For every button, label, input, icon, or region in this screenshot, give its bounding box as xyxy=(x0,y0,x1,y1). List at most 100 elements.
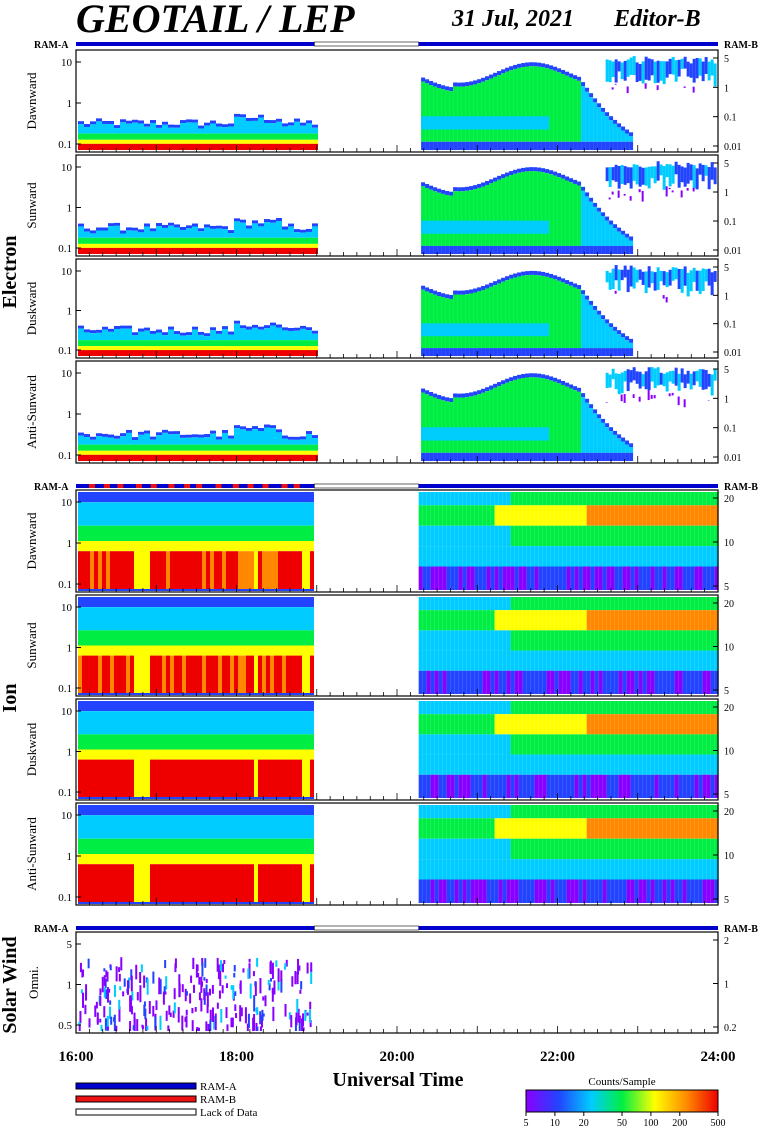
spectrogram-cell xyxy=(86,734,90,750)
spectrogram-cell xyxy=(274,805,278,816)
spectrogram-cell xyxy=(278,711,282,735)
spectrogram-cell xyxy=(266,645,270,656)
spectrogram-cell xyxy=(174,541,178,552)
spectrogram-cell xyxy=(266,749,270,760)
spectrogram-cell xyxy=(96,227,102,231)
spectrogram-cell xyxy=(674,701,679,715)
spectrogram-cell xyxy=(482,566,487,590)
spectrogram-cell xyxy=(690,610,695,631)
spectrogram-cell xyxy=(154,655,158,693)
spectrogram-cell xyxy=(206,815,210,839)
spectrogram-cell xyxy=(422,838,427,860)
spectrogram-cell xyxy=(86,541,90,552)
spectrogram-cell xyxy=(170,492,174,503)
spectrogram-cell xyxy=(134,630,138,646)
spectrogram-cell xyxy=(234,221,240,238)
spectrogram-cell xyxy=(214,711,218,735)
spectrogram-cell xyxy=(276,243,282,248)
spectrogram-cell xyxy=(450,859,455,880)
spectrogram-cell xyxy=(286,630,290,646)
spectrogram-cell xyxy=(609,245,614,254)
spectrogram-cell xyxy=(266,734,270,750)
spectrogram-cell xyxy=(150,247,156,254)
spectrogram-cell xyxy=(454,754,459,775)
spectrogram-cell xyxy=(617,438,622,453)
spectrogram-cell xyxy=(598,525,603,547)
spectrogram-cell xyxy=(593,98,598,103)
spectrogram-cell xyxy=(634,525,639,547)
spectrogram-cell xyxy=(106,838,110,854)
spectrogram-cell xyxy=(505,378,510,383)
spectrogram-cell xyxy=(110,655,114,693)
spectrogram-cell xyxy=(182,734,186,750)
spectrogram-cell xyxy=(593,348,598,356)
spectrogram-cell xyxy=(222,133,228,140)
spectrogram-cell xyxy=(234,589,238,591)
spectrogram-cell xyxy=(469,81,474,86)
spectrogram-cell xyxy=(670,610,675,631)
spectrogram-cell xyxy=(166,759,170,797)
spectrogram-cell xyxy=(192,122,198,134)
spectrogram-cell xyxy=(541,245,546,254)
spectrogram-cell xyxy=(469,186,474,191)
spectrogram-cell xyxy=(629,236,634,241)
spectrogram-cell xyxy=(246,237,252,244)
spectrogram-cell xyxy=(186,734,190,750)
spectrogram-cell xyxy=(457,86,462,142)
spectrogram-cell xyxy=(630,492,635,506)
spectrogram-cell xyxy=(170,902,174,904)
spectrogram-cell xyxy=(609,327,614,349)
spectrogram-cell xyxy=(458,610,463,631)
spectrogram-cell xyxy=(429,189,434,246)
spectrogram-cell xyxy=(288,439,294,445)
spectrogram-cell xyxy=(509,452,514,461)
spectrogram-cell xyxy=(710,774,715,798)
spectrogram-cell xyxy=(537,62,542,67)
spectrogram-cell xyxy=(266,525,270,541)
spectrogram-cell xyxy=(82,655,86,693)
spectrogram-cell xyxy=(610,505,615,526)
spectrogram-cell xyxy=(458,774,463,798)
spectrogram-cell xyxy=(469,427,474,441)
spectrogram-cell xyxy=(130,711,134,735)
spectrogram-cell xyxy=(302,902,306,904)
spectrogram-cell xyxy=(242,734,246,750)
right-tick-label: 0.01 xyxy=(724,453,742,464)
right-tick-label: 5 xyxy=(724,790,729,801)
spectrogram-cell xyxy=(446,838,451,860)
spectrogram-cell xyxy=(558,505,563,526)
spectrogram-cell xyxy=(582,505,587,526)
spectrogram-cell xyxy=(517,378,522,453)
spectrogram-cell xyxy=(98,551,102,589)
spectrogram-cell xyxy=(426,610,431,631)
spectrogram-cell xyxy=(602,859,607,880)
spectrogram-cell xyxy=(132,139,138,144)
spectrogram-cell xyxy=(182,502,186,526)
spectrogram-cell xyxy=(258,492,262,503)
spectrogram-cell xyxy=(623,193,626,196)
spectrogram-cell xyxy=(494,701,499,715)
spectrogram-cell xyxy=(702,610,707,631)
spectrogram-cell xyxy=(542,701,547,715)
spectrogram-cell xyxy=(570,805,575,819)
spectrogram-cell xyxy=(214,541,218,552)
spectrogram-cell xyxy=(445,427,450,441)
spectrogram-cell xyxy=(489,385,494,390)
spectrogram-cell xyxy=(300,340,306,347)
spectrogram-cell xyxy=(310,630,314,646)
spectrogram-cell xyxy=(534,597,539,611)
spectrogram-cell xyxy=(242,525,246,541)
spectrogram-cell xyxy=(114,328,120,341)
spectrogram-cell xyxy=(168,247,174,254)
spectrogram-cell xyxy=(210,797,214,799)
spectrogram-cell xyxy=(306,502,310,526)
spectrogram-cell xyxy=(266,902,270,904)
spectrogram-cell xyxy=(434,754,439,775)
spectrogram-cell xyxy=(98,492,102,503)
spectrogram-cell xyxy=(570,838,575,860)
spectrogram-cell xyxy=(597,310,602,315)
spectrogram-cell xyxy=(90,350,96,356)
spectrogram-cell xyxy=(614,505,619,526)
